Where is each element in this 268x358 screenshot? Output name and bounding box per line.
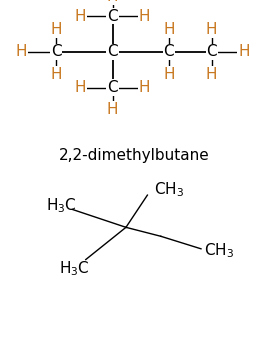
Text: C: C xyxy=(107,9,118,24)
Text: H: H xyxy=(139,9,150,24)
Text: H: H xyxy=(163,22,174,37)
Text: H: H xyxy=(16,44,27,59)
Text: H: H xyxy=(139,80,150,95)
Text: H: H xyxy=(238,44,250,59)
Text: CH$_3$: CH$_3$ xyxy=(154,180,184,199)
Text: C: C xyxy=(206,44,217,59)
Text: CH$_3$: CH$_3$ xyxy=(204,241,234,260)
Text: 2,2-dimethylbutane: 2,2-dimethylbutane xyxy=(59,148,209,163)
Text: H: H xyxy=(107,0,118,4)
Text: H: H xyxy=(75,9,86,24)
Text: C: C xyxy=(51,44,62,59)
Text: H: H xyxy=(51,67,62,82)
Text: H: H xyxy=(206,67,217,82)
Text: H: H xyxy=(107,102,118,117)
Text: H: H xyxy=(75,80,86,95)
Text: C: C xyxy=(163,44,174,59)
Text: H: H xyxy=(163,67,174,82)
Text: H: H xyxy=(51,22,62,37)
Text: C: C xyxy=(107,80,118,95)
Text: H$_3$C: H$_3$C xyxy=(59,259,90,278)
Text: H: H xyxy=(206,22,217,37)
Text: C: C xyxy=(107,44,118,59)
Text: H$_3$C: H$_3$C xyxy=(46,197,76,215)
